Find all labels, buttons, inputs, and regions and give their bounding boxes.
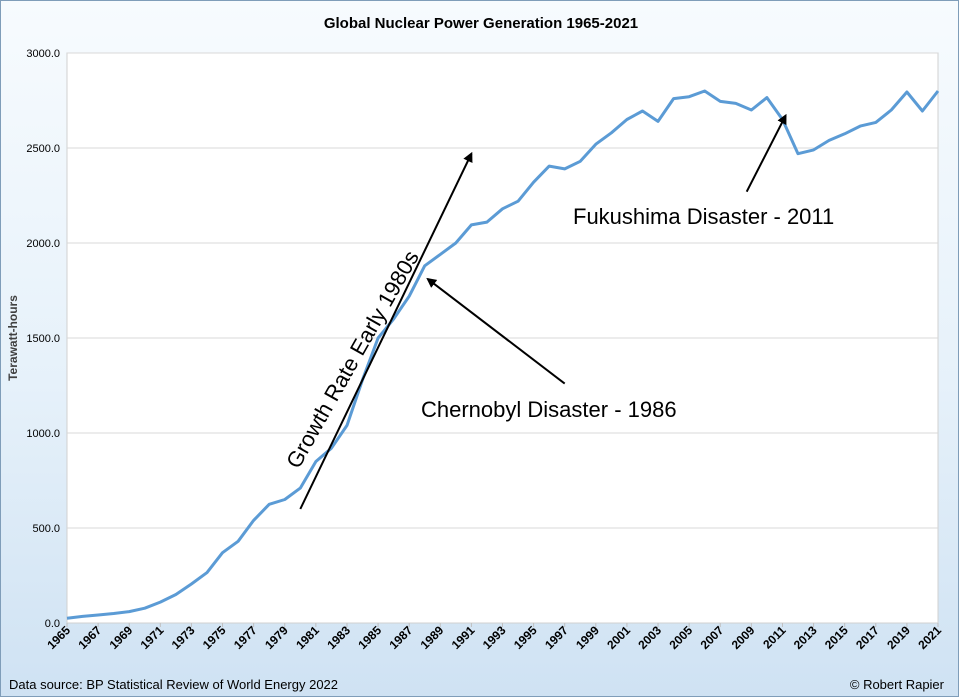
x-tick-label: 1993: [480, 623, 509, 652]
annotation-label-fukushima: Fukushima Disaster - 2011: [573, 204, 834, 229]
x-tick-label: 1969: [107, 623, 136, 652]
x-tick-label: 2019: [884, 623, 913, 652]
x-tick-label: 2015: [822, 623, 851, 652]
x-axis-ticks: 1965 1967 1969 1971 1973 1975 1977 1979 1981 1983…: [44, 623, 944, 652]
x-tick-label: 1989: [418, 623, 447, 652]
x-tick-label: 1991: [449, 623, 478, 652]
x-tick-label: 1987: [387, 623, 416, 652]
y-tick-label: 1500.0: [26, 333, 60, 345]
x-tick-label: 1999: [573, 623, 602, 652]
x-tick-label: 2017: [853, 623, 882, 652]
copyright-credit: © Robert Rapier: [850, 677, 945, 692]
x-tick-label: 2009: [729, 623, 758, 652]
annotation-arrow: [745, 113, 787, 193]
x-tick-label: 2011: [760, 623, 789, 652]
x-tick-label: 2001: [604, 623, 633, 652]
annotation-label-chernobyl: Chernobyl Disaster - 1986: [421, 397, 677, 422]
y-axis-ticks: 0.0 500.0 1000.0 1500.0 2000.0 2500.0 3000.0: [26, 48, 60, 630]
x-tick-label: 1997: [542, 623, 571, 652]
y-tick-label: 3000.0: [26, 48, 60, 60]
x-tick-label: 1985: [355, 623, 384, 652]
data-source: Data source: BP Statistical Review of Wo…: [9, 677, 338, 692]
x-tick-label: 2013: [791, 623, 820, 652]
x-tick-label: 2021: [915, 623, 944, 652]
annotation-arrow: [299, 151, 473, 510]
y-tick-label: 2000.0: [26, 238, 60, 250]
series-line: [66, 89, 940, 620]
x-tick-label: 1971: [138, 623, 167, 652]
x-tick-label: 1995: [511, 623, 540, 652]
y-axis-label: Terawatt-hours: [6, 295, 20, 381]
gridlines: [67, 52, 938, 529]
x-tick-label: 1973: [169, 623, 198, 652]
x-tick-label: 2005: [666, 623, 695, 652]
y-tick-label: 500.0: [32, 523, 60, 535]
x-tick-label: 1977: [231, 623, 260, 652]
y-tick-label: 2500.0: [26, 143, 60, 155]
x-tick-label: 1981: [293, 623, 322, 652]
x-tick-label: 1979: [262, 623, 291, 652]
y-tick-label: 1000.0: [26, 428, 60, 440]
y-tick-label: 0.0: [45, 618, 60, 630]
x-tick-label: 2007: [698, 623, 727, 652]
x-tick-label: 1983: [324, 623, 353, 652]
x-tick-label: 1975: [200, 623, 229, 652]
annotation-arrow: [426, 277, 566, 385]
x-tick-label: 2003: [635, 623, 664, 652]
x-tick-label: 1967: [75, 623, 104, 652]
chart-title: Global Nuclear Power Generation 1965-202…: [324, 15, 638, 32]
